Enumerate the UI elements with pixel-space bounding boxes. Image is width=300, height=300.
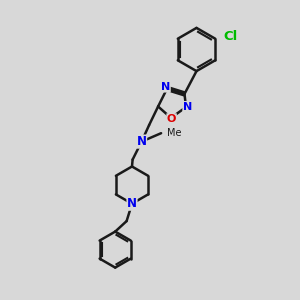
Text: Me: Me	[167, 128, 181, 138]
Text: O: O	[167, 114, 176, 124]
Text: N: N	[136, 135, 147, 148]
Text: N: N	[127, 197, 137, 210]
Text: N: N	[183, 101, 192, 112]
Text: Cl: Cl	[224, 30, 238, 43]
Text: N: N	[161, 82, 170, 92]
